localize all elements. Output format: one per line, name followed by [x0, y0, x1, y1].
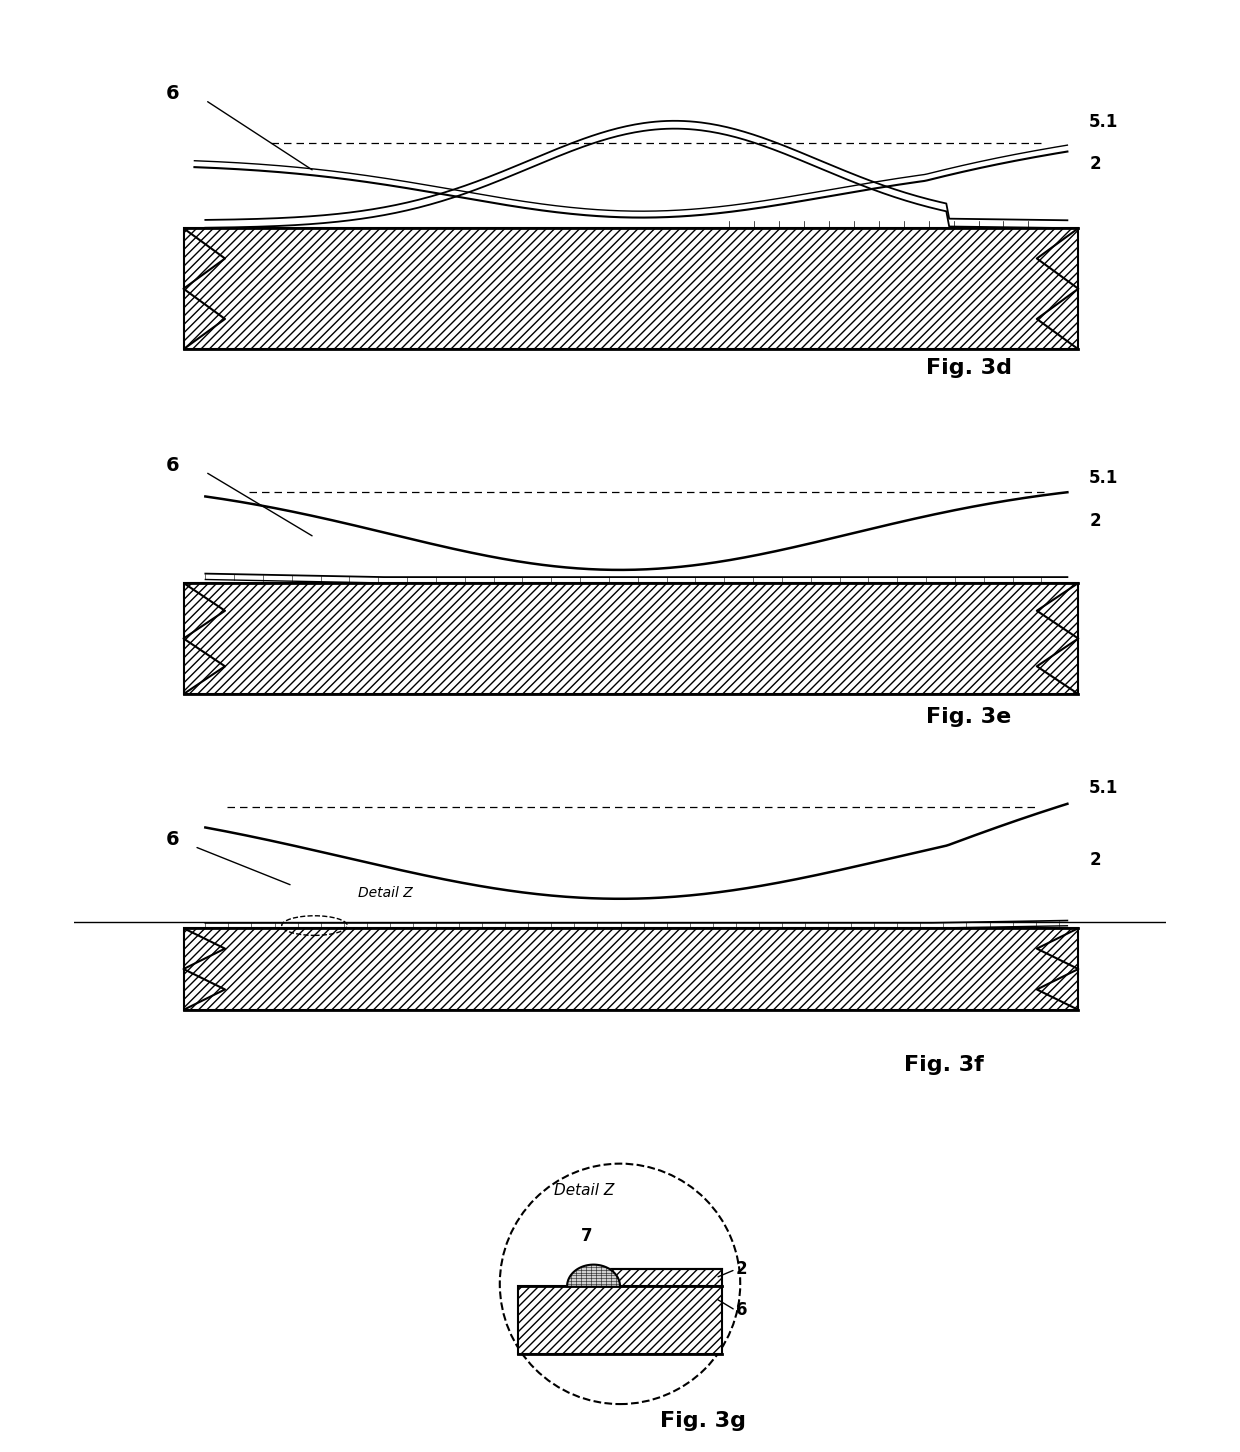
Text: Fig. 3f: Fig. 3f — [904, 1056, 983, 1074]
Text: Fig. 3d: Fig. 3d — [925, 357, 1012, 378]
Bar — [184, 584, 1079, 694]
Text: Fig. 3g: Fig. 3g — [660, 1411, 746, 1430]
Text: Detail Z: Detail Z — [554, 1182, 614, 1198]
Bar — [601, 1269, 722, 1286]
Text: 6: 6 — [735, 1301, 746, 1320]
Text: 6: 6 — [166, 84, 180, 103]
Text: 6: 6 — [166, 456, 180, 475]
Polygon shape — [567, 1265, 620, 1286]
Text: 2: 2 — [1089, 513, 1101, 530]
Bar — [184, 228, 1079, 348]
Bar — [184, 928, 1079, 1011]
Text: 5.1: 5.1 — [1089, 469, 1118, 488]
Bar — [518, 1286, 722, 1353]
Text: 2: 2 — [1089, 155, 1101, 173]
Text: 2: 2 — [1089, 851, 1101, 868]
Text: 5.1: 5.1 — [1089, 778, 1118, 797]
Text: 7: 7 — [582, 1227, 593, 1244]
Text: 5.1: 5.1 — [1089, 113, 1118, 131]
Text: 2: 2 — [735, 1260, 748, 1278]
Text: Detail Z: Detail Z — [358, 886, 413, 900]
Text: 6: 6 — [166, 831, 180, 849]
Text: Fig. 3e: Fig. 3e — [925, 707, 1011, 726]
